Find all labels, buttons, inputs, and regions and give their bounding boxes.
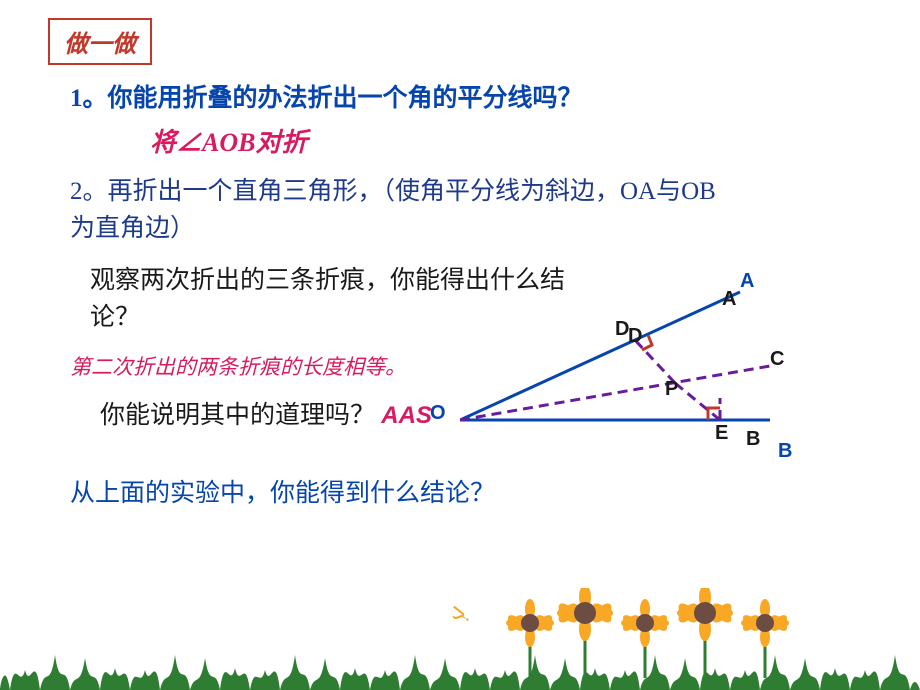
flower-4 xyxy=(675,588,734,678)
label-B: B xyxy=(778,440,792,463)
sunflowers xyxy=(500,588,820,678)
flower-2 xyxy=(555,588,614,678)
fold-instruction: 将∠AOB对折 xyxy=(150,122,870,159)
question-2: 2。再折出一个直角三角形，（使角平分线为斜边，OA与OB为直角边） xyxy=(70,173,720,248)
butterfly-icon: ܓ xyxy=(446,596,470,627)
label-O: O xyxy=(430,402,446,425)
aas-label: AAS xyxy=(381,402,432,429)
label-E: E xyxy=(715,422,728,445)
angle-diagram: O P A A B B C D D E xyxy=(460,270,800,480)
explain-text: 你能说明其中的道理吗？ xyxy=(100,402,375,429)
flower-3 xyxy=(620,599,669,678)
question-1: 1。你能用折叠的办法折出一个角的平分线吗？ xyxy=(70,80,870,118)
label-A: A xyxy=(740,270,754,293)
label-P: P xyxy=(665,378,678,401)
flower-1 xyxy=(505,599,554,678)
label-B2: B xyxy=(746,428,760,451)
label-A2: A xyxy=(722,288,736,311)
flower-5 xyxy=(740,599,789,678)
label-D2: D xyxy=(628,325,642,348)
badge-do-it: 做一做 xyxy=(48,18,152,65)
line-OC xyxy=(460,366,770,420)
line-PE xyxy=(675,383,720,420)
line-OA xyxy=(460,292,740,420)
label-C: C xyxy=(770,348,784,371)
